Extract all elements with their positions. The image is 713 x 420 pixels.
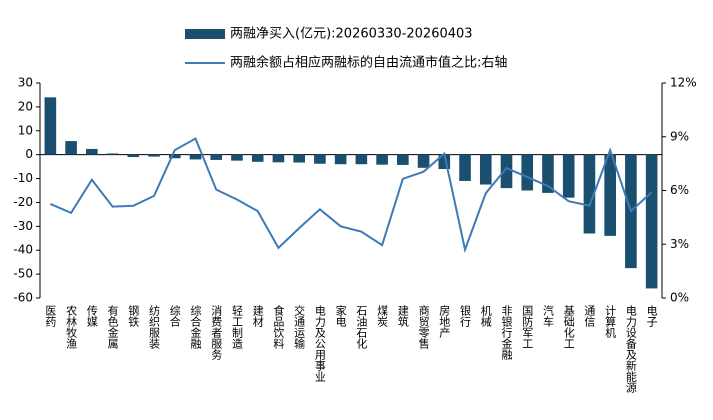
y2-tick-label: 6% bbox=[670, 183, 689, 197]
bar bbox=[314, 154, 326, 164]
bar bbox=[334, 154, 347, 165]
y-tick-label: -50 bbox=[13, 267, 33, 281]
x-tick-label: 综合 bbox=[168, 304, 181, 327]
x-tick-label: 机械 bbox=[479, 304, 492, 328]
y-tick-label: -40 bbox=[13, 243, 33, 257]
x-tick-label: 计算机 bbox=[604, 305, 617, 338]
bar bbox=[272, 154, 285, 163]
x-tick-label: 非银行金融 bbox=[500, 305, 513, 361]
y-tick-label: -10 bbox=[13, 171, 33, 185]
x-tick-label: 建筑 bbox=[396, 304, 409, 327]
bar bbox=[44, 97, 57, 155]
x-tick-label: 汽车 bbox=[541, 304, 554, 328]
bar bbox=[251, 154, 264, 162]
x-tick-label: 银行 bbox=[459, 304, 472, 328]
bar bbox=[500, 154, 513, 189]
legend-label: 两融余额占相应两融标的自由流通市值之比:右轴 bbox=[230, 55, 507, 71]
bar bbox=[479, 154, 492, 185]
bar bbox=[86, 148, 98, 155]
y-tick-label: 20 bbox=[18, 99, 33, 113]
x-tick-label: 通信 bbox=[583, 305, 596, 328]
bar bbox=[210, 154, 223, 160]
bar bbox=[583, 154, 596, 234]
bar bbox=[293, 154, 305, 163]
x-tick-label: 传媒 bbox=[85, 305, 98, 328]
bar bbox=[459, 154, 471, 181]
bar bbox=[521, 154, 534, 191]
bar bbox=[562, 154, 575, 198]
x-tick-label: 煤炭 bbox=[376, 305, 389, 328]
bar bbox=[127, 154, 140, 158]
y-tick-label: 0 bbox=[25, 147, 33, 161]
y-tick-label: 10 bbox=[18, 123, 33, 137]
y-tick-label: -20 bbox=[13, 195, 33, 209]
legend-label: 两融净买入(亿元):20260330-20260403 bbox=[230, 27, 473, 42]
x-tick-label: 房地产 bbox=[438, 305, 451, 339]
x-tick-label: 石油石化 bbox=[355, 305, 368, 350]
legend-swatch bbox=[185, 29, 225, 39]
bar bbox=[65, 141, 77, 155]
bar bbox=[189, 154, 202, 160]
bar bbox=[376, 154, 388, 165]
x-tick-label: 农林牧渔 bbox=[65, 304, 78, 350]
x-tick-label: 食品饮料 bbox=[272, 304, 285, 350]
bar bbox=[231, 154, 243, 161]
bar bbox=[106, 153, 119, 155]
x-tick-label: 交通运输 bbox=[293, 304, 306, 350]
x-tick-label: 电子 bbox=[645, 305, 658, 327]
bar bbox=[417, 154, 430, 168]
bar bbox=[604, 154, 616, 236]
bar bbox=[542, 154, 554, 193]
x-tick-label: 国防军工 bbox=[521, 305, 534, 349]
line bbox=[49, 137, 653, 254]
y2-tick-label: 12% bbox=[670, 76, 697, 90]
x-tick-label: 钢铁 bbox=[127, 305, 140, 327]
x-tick-label: 有色金属 bbox=[106, 304, 119, 350]
y-tick-label: 30 bbox=[18, 76, 33, 90]
y-tick-label: -60 bbox=[13, 291, 33, 305]
x-tick-label: 纺织服装 bbox=[148, 304, 161, 350]
bar bbox=[397, 154, 409, 165]
bar bbox=[438, 154, 451, 169]
x-tick-label: 商贸零售 bbox=[417, 304, 430, 350]
x-tick-label: 建材 bbox=[251, 304, 264, 327]
x-tick-label: 医药 bbox=[44, 305, 57, 328]
bar bbox=[148, 154, 160, 157]
x-tick-label: 基础化工 bbox=[562, 305, 575, 349]
x-tick-label: 综合金融 bbox=[189, 304, 202, 350]
y2-tick-label: 9% bbox=[670, 129, 689, 143]
bar bbox=[355, 154, 368, 165]
x-tick-label: 电力及公用事业 bbox=[313, 305, 326, 382]
y2-tick-label: 0% bbox=[670, 291, 689, 305]
bar bbox=[168, 154, 181, 159]
y-tick-label: -30 bbox=[13, 219, 33, 233]
bar bbox=[645, 154, 658, 289]
x-tick-label: 电力设备及新能源 bbox=[624, 305, 637, 394]
x-tick-label: 消费者服务 bbox=[210, 304, 223, 360]
x-tick-label: 轻工制造 bbox=[230, 304, 243, 349]
x-tick-label: 家电 bbox=[334, 304, 347, 327]
y2-tick-label: 3% bbox=[670, 237, 689, 251]
